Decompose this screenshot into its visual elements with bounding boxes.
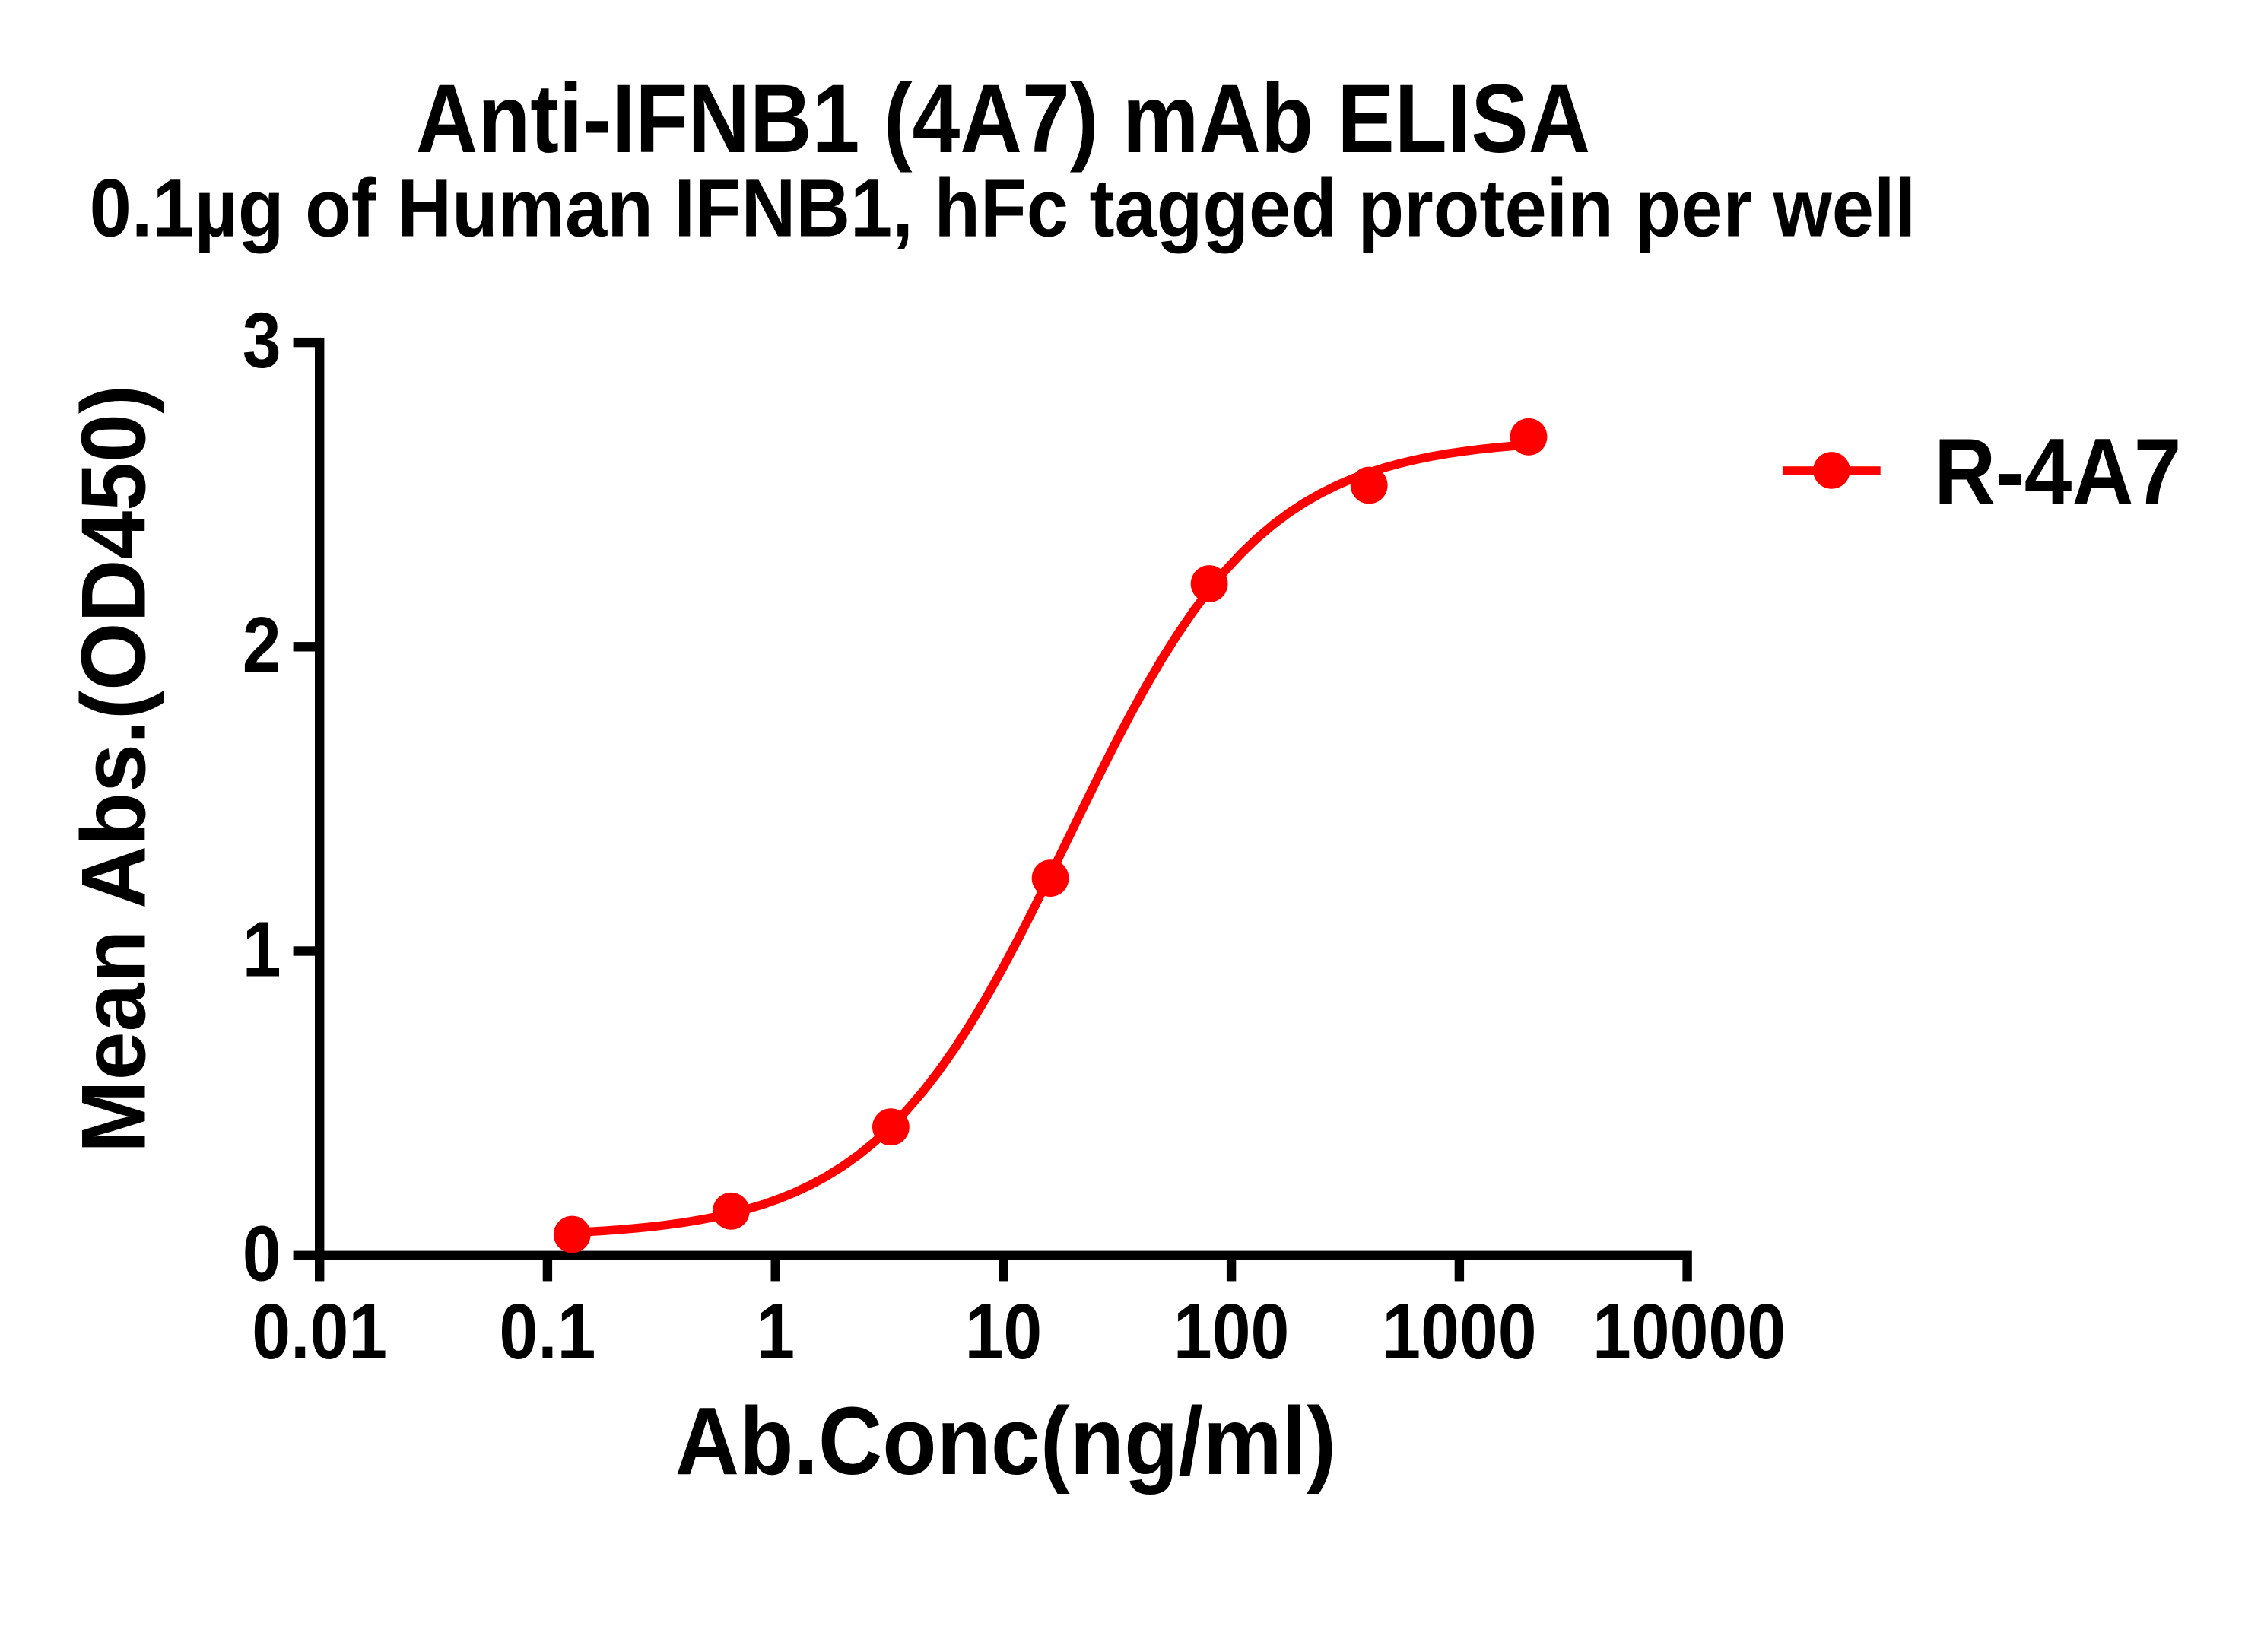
- svg-text:0: 0: [243, 1210, 281, 1298]
- svg-text:0.1: 0.1: [499, 1288, 595, 1375]
- svg-text:Ab.Conc(ng/ml): Ab.Conc(ng/ml): [675, 1387, 1336, 1495]
- svg-text:10000: 10000: [1592, 1288, 1786, 1375]
- svg-text:1000: 1000: [1382, 1288, 1536, 1375]
- svg-text:10: 10: [965, 1288, 1043, 1375]
- svg-text:1: 1: [243, 905, 281, 993]
- svg-text:2: 2: [243, 601, 281, 688]
- svg-text:R-4A7: R-4A7: [1934, 420, 2181, 525]
- svg-text:0.01: 0.01: [252, 1288, 387, 1375]
- svg-text:100: 100: [1173, 1288, 1289, 1375]
- svg-text:Anti-IFNB1 (4A7) mAb ELISA: Anti-IFNB1 (4A7) mAb ELISA: [416, 64, 1591, 173]
- svg-text:0.1µg of Human IFNB1, hFc tagg: 0.1µg of Human IFNB1, hFc tagged protein…: [90, 162, 1916, 254]
- svg-text:3: 3: [243, 297, 281, 384]
- svg-text:1: 1: [756, 1288, 795, 1375]
- svg-text:Mean Abs.(OD450): Mean Abs.(OD450): [62, 385, 164, 1153]
